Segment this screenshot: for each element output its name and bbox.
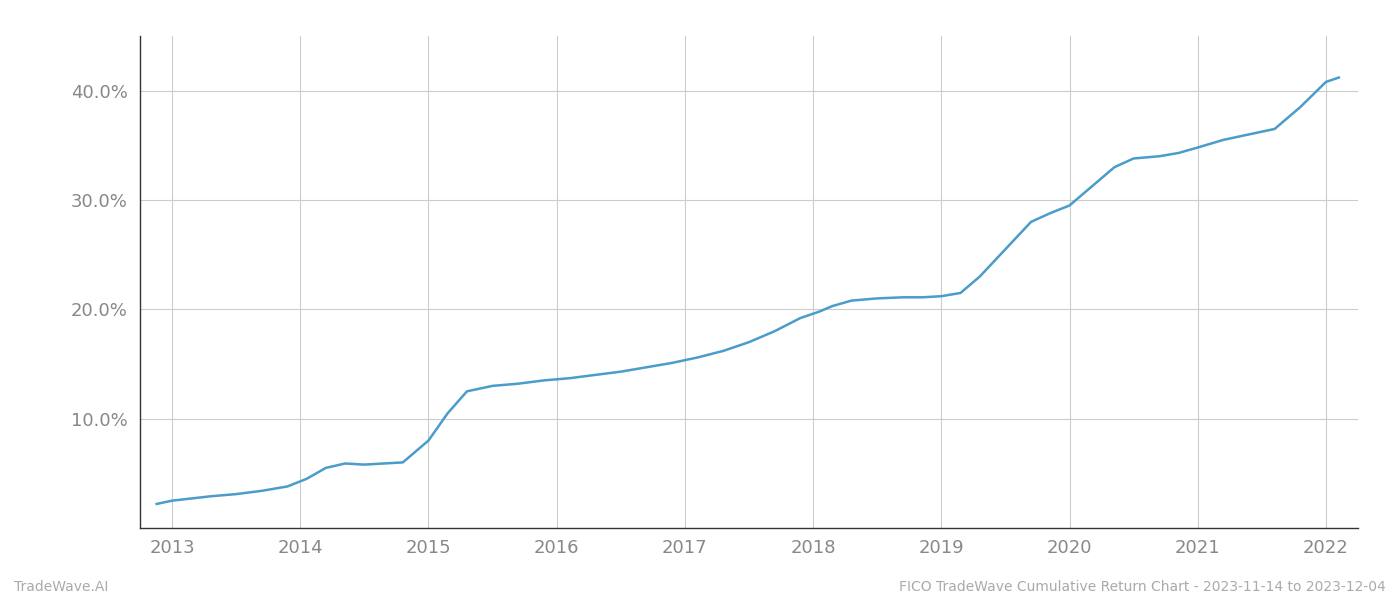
Text: FICO TradeWave Cumulative Return Chart - 2023-11-14 to 2023-12-04: FICO TradeWave Cumulative Return Chart -… xyxy=(899,580,1386,594)
Text: TradeWave.AI: TradeWave.AI xyxy=(14,580,108,594)
